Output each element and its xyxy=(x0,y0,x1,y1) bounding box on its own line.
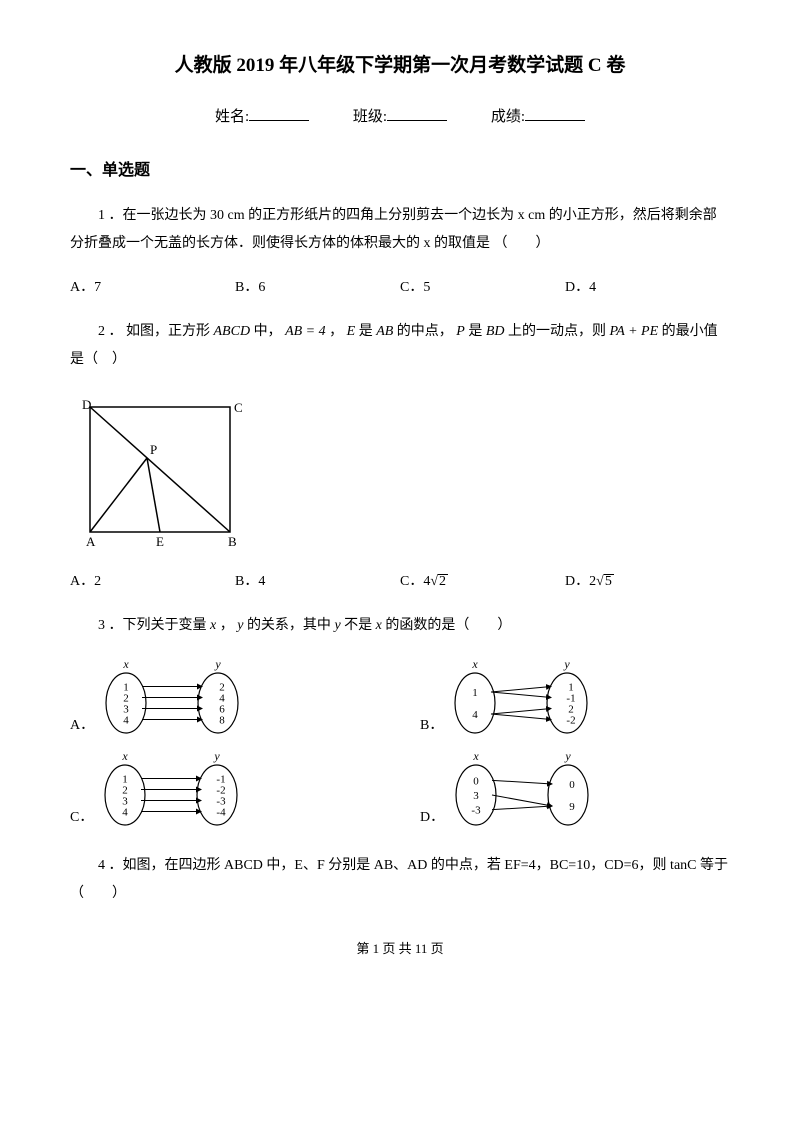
svg-text:x: x xyxy=(472,658,479,671)
svg-text:E: E xyxy=(156,534,164,549)
svg-text:9: 9 xyxy=(569,801,575,813)
q2-mid6: 上的一动点，则 xyxy=(508,324,606,339)
q2-choice-b: B．4 xyxy=(235,570,400,590)
q3-a-label: A． xyxy=(70,714,94,738)
svg-text:1: 1 xyxy=(473,687,479,699)
q2-bd: BD xyxy=(486,324,505,339)
svg-text:-2: -2 xyxy=(567,715,576,727)
q3-x1: x xyxy=(210,618,216,633)
class-label: 班级: xyxy=(353,109,387,125)
name-blank xyxy=(249,106,309,121)
q2-c-rad: 2 xyxy=(438,574,448,589)
svg-text:-3: -3 xyxy=(472,805,482,817)
question-1-choices: A．7 B．6 C．5 D．4 xyxy=(70,276,730,296)
q3-prefix: 3 ．下列关于变量 xyxy=(98,618,207,633)
svg-text:C: C xyxy=(234,400,243,415)
q3-choice-a: A． xy12342468 xyxy=(70,658,380,738)
q3-choice-b: B． xy141-12-2 xyxy=(420,658,730,738)
class-blank xyxy=(387,106,447,121)
svg-text:B: B xyxy=(228,534,237,549)
q2-mid2: ， xyxy=(329,324,343,339)
q2-e: E xyxy=(347,324,356,339)
score-label: 成绩: xyxy=(491,109,525,125)
q3-mid1: ， xyxy=(220,618,234,633)
svg-text:4: 4 xyxy=(473,709,479,721)
page-title: 人教版 2019 年八年级下学期第一次月考数学试题 C 卷 xyxy=(70,50,730,77)
q1-choice-c: C．5 xyxy=(400,276,565,296)
q2-mid4: 的中点， xyxy=(397,324,453,339)
svg-text:x: x xyxy=(122,658,129,671)
svg-text:x: x xyxy=(122,750,129,763)
q3-diagram-b: xy141-12-2 xyxy=(447,658,607,738)
q2-pape: PA + PE xyxy=(610,324,659,339)
name-label: 姓名: xyxy=(215,109,249,125)
q2-prefix: 2 ． 如图，正方形 xyxy=(98,324,210,339)
section-title: 一、单选题 xyxy=(70,156,730,180)
svg-text:-4: -4 xyxy=(217,807,227,819)
q3-diagram-c: xy1234-1-2-3-4 xyxy=(97,750,257,830)
q3-choice-d: D． x y 0 3 -3 0 9 xyxy=(420,750,730,830)
svg-text:A: A xyxy=(86,534,96,549)
svg-text:y: y xyxy=(214,750,221,763)
q2-mid3: 是 xyxy=(359,324,373,339)
q3-suffix: 的函数的是（ ） xyxy=(385,618,511,633)
q2-c-label: C． xyxy=(400,574,423,589)
q1-choice-b: B．6 xyxy=(235,276,400,296)
q2-d-label: D． xyxy=(565,574,589,589)
page-footer: 第 1 页 共 11 页 xyxy=(70,938,730,957)
svg-text:y: y xyxy=(564,658,571,671)
q2-ab: AB xyxy=(376,324,393,339)
question-2: 2 ． 如图，正方形 ABCD 中， AB = 4 ， E 是 AB 的中点， … xyxy=(70,318,730,374)
q2-choice-a: A．2 xyxy=(70,570,235,590)
svg-text:0: 0 xyxy=(473,775,479,787)
svg-text:4: 4 xyxy=(123,807,129,819)
svg-text:4: 4 xyxy=(123,715,129,727)
svg-text:y: y xyxy=(564,750,571,763)
svg-text:D: D xyxy=(82,397,91,412)
q2-d-rad: 5 xyxy=(604,574,614,589)
q3-diagram-a: xy12342468 xyxy=(98,658,258,738)
svg-text:8: 8 xyxy=(219,715,225,727)
q2-p: P xyxy=(456,324,465,339)
question-2-choices: A．2 B．4 C．4√2 D．2√5 xyxy=(70,570,730,590)
q1-choice-d: D．4 xyxy=(565,276,730,296)
q2-abcd: ABCD xyxy=(214,324,251,339)
q3-d-label: D． xyxy=(420,806,444,830)
q2-ab-eq: AB = 4 xyxy=(285,324,326,339)
q2-mid1: 中， xyxy=(254,324,282,339)
q3-mid2: 的关系，其中 xyxy=(247,618,331,633)
q1-choice-a: A．7 xyxy=(70,276,235,296)
q3-y2: y xyxy=(334,618,340,633)
q3-b-label: B． xyxy=(420,714,443,738)
q2-choice-c: C．4√2 xyxy=(400,570,565,590)
svg-text:3: 3 xyxy=(473,790,479,802)
question-3-choices: A． xy12342468 B． xy141-12-2 C． xy1234-1-… xyxy=(70,658,730,830)
question-4: 4 ．如图，在四边形 ABCD 中，E、F 分别是 AB、AD 的中点，若 EF… xyxy=(70,852,730,908)
q3-c-label: C． xyxy=(70,806,93,830)
svg-text:P: P xyxy=(150,442,157,457)
q2-choice-d: D．2√5 xyxy=(565,570,730,590)
svg-text:y: y xyxy=(214,658,221,671)
svg-text:x: x xyxy=(472,750,479,763)
question-1: 1 ．在一张边长为 30 cm 的正方形纸片的四角上分别剪去一个边长为 x cm… xyxy=(70,202,730,258)
q2-figure: D C A B E P xyxy=(70,392,730,552)
svg-text:0: 0 xyxy=(569,779,575,791)
q2-mid5: 是 xyxy=(468,324,482,339)
q3-diagram-d: x y 0 3 -3 0 9 xyxy=(448,750,608,830)
question-3: 3 ．下列关于变量 x ， y 的关系，其中 y 不是 x 的函数的是（ ） xyxy=(70,612,730,640)
q3-mid3: 不是 xyxy=(344,618,372,633)
q3-y1: y xyxy=(237,618,243,633)
score-blank xyxy=(525,106,585,121)
header-fields: 姓名: 班级: 成绩: xyxy=(70,105,730,126)
q3-choice-c: C． xy1234-1-2-3-4 xyxy=(70,750,380,830)
q3-x2: x xyxy=(376,618,382,633)
